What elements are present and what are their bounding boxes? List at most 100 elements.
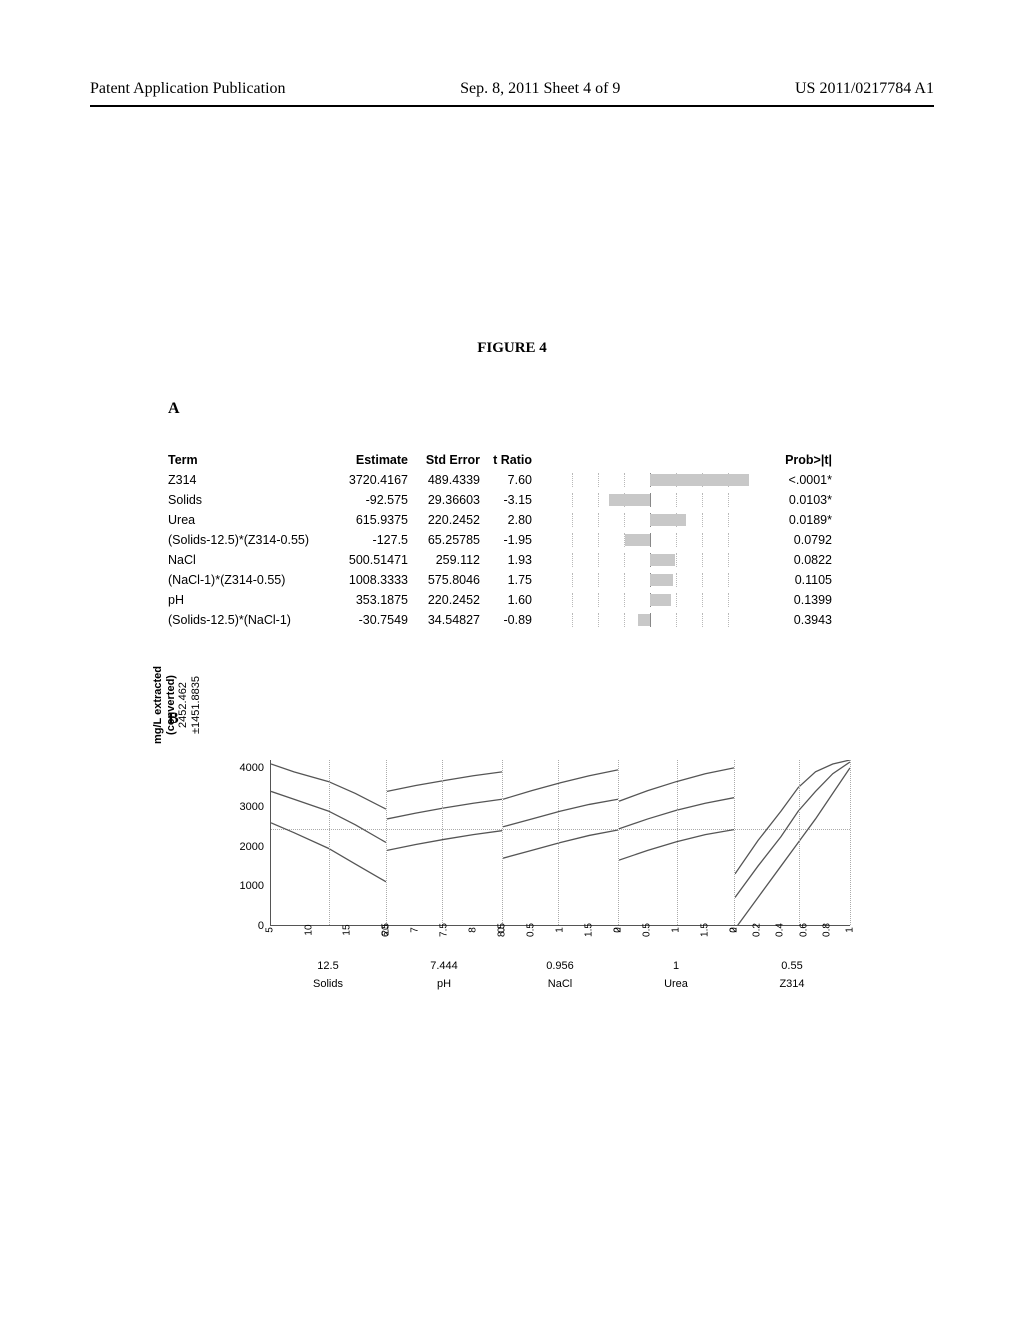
table-row: Urea615.9375220.24522.80 0.0189*: [168, 510, 878, 530]
cell-prob: 0.0103*: [760, 493, 832, 507]
x-tick-label: 7: [410, 927, 421, 933]
y-tick-label: 2000: [240, 841, 264, 853]
table-row: Z3143720.4167489.43397.60<.0001*: [168, 470, 878, 490]
cell-term: NaCl: [168, 553, 338, 567]
cell-bar: [540, 553, 760, 567]
panel-center-line: [442, 760, 443, 925]
col-header-prob: Prob>|t|: [760, 453, 832, 467]
parameter-estimates-table: Term Estimate Std Error t Ratio Prob>|t|…: [168, 450, 878, 630]
x-tick-label: 1: [845, 927, 856, 933]
cell-bar: [540, 593, 760, 607]
x-tick-label: 0.6: [798, 923, 809, 937]
x-tick-label: 15: [342, 924, 353, 935]
panel-center-value: 7.444: [430, 960, 458, 972]
header-left: Patent Application Publication: [90, 80, 286, 98]
panel-center-value: 12.5: [317, 960, 338, 972]
cell-bar: [540, 533, 760, 547]
x-tick-label: 5: [265, 927, 276, 933]
x-tick-label: 1: [555, 927, 566, 933]
header-right: US 2011/0217784 A1: [795, 80, 934, 98]
cell-prob: 0.3943: [760, 613, 832, 627]
cell-prob: 0.1399: [760, 593, 832, 607]
cell-tratio: -3.15: [488, 493, 540, 507]
col-header-tratio: t Ratio: [488, 453, 540, 467]
panel-center-line: [799, 760, 800, 925]
cell-estimate: -30.7549: [338, 613, 416, 627]
y-axis: 01000200030004000: [230, 760, 270, 926]
x-tick-label: 1.5: [700, 923, 711, 937]
x-factor-labels: SolidspHNaClUreaZ314: [270, 978, 850, 996]
plot-area: [270, 760, 850, 926]
panel-factor-name: pH: [437, 978, 451, 990]
profiler-panel: [387, 760, 503, 925]
cell-term: Z314: [168, 473, 338, 487]
panel-factor-name: Urea: [664, 978, 688, 990]
cell-prob: <.0001*: [760, 473, 832, 487]
profiler-panel: [271, 760, 387, 925]
cell-stderror: 220.2452: [416, 593, 488, 607]
cell-stderror: 220.2452: [416, 513, 488, 527]
cell-bar: [540, 573, 760, 587]
page-header: Patent Application Publication Sep. 8, 2…: [0, 80, 1024, 98]
col-header-term: Term: [168, 453, 338, 467]
x-tick-label: 0.4: [775, 923, 786, 937]
cell-tratio: -1.95: [488, 533, 540, 547]
cell-term: (NaCl-1)*(Z314-0.55): [168, 573, 338, 587]
x-tick-label: 0.2: [752, 923, 763, 937]
cell-term: pH: [168, 593, 338, 607]
table-row: pH353.1875220.24521.600.1399: [168, 590, 878, 610]
profiler-panel: [619, 760, 735, 925]
x-center-values: 12.57.4440.95610.55: [270, 960, 850, 978]
cell-tratio: 7.60: [488, 473, 540, 487]
section-label-a: A: [168, 400, 180, 418]
col-header-stderror: Std Error: [416, 453, 488, 467]
panel-center-line: [558, 760, 559, 925]
x-tick-group: 00.511.52: [502, 928, 618, 958]
cell-prob: 0.0792: [760, 533, 832, 547]
panel-center-value: 0.55: [781, 960, 802, 972]
table-row: Solids-92.57529.36603-3.15 0.0103*: [168, 490, 878, 510]
x-tick-group: 00.511.52: [618, 928, 734, 958]
table-row: (Solids-12.5)*(NaCl-1)-30.754934.54827-0…: [168, 610, 878, 630]
cell-prob: 0.0189*: [760, 513, 832, 527]
cell-term: Urea: [168, 513, 338, 527]
x-tick-label: 1.5: [584, 923, 595, 937]
cell-estimate: 500.51471: [338, 553, 416, 567]
cell-stderror: 34.54827: [416, 613, 488, 627]
cell-stderror: 29.36603: [416, 493, 488, 507]
cell-bar: [540, 473, 760, 487]
cell-bar: [540, 493, 760, 507]
y-axis-label-line3: 2452.462: [177, 682, 189, 728]
x-tick-label: 7.5: [439, 923, 450, 937]
cell-tratio: 1.93: [488, 553, 540, 567]
y-tick-label: 3000: [240, 801, 264, 813]
panel-factor-name: Z314: [779, 978, 804, 990]
cell-tratio: 2.80: [488, 513, 540, 527]
cell-estimate: -92.575: [338, 493, 416, 507]
x-tick-label: 0: [729, 927, 740, 933]
cell-stderror: 259.112: [416, 553, 488, 567]
cell-term: Solids: [168, 493, 338, 507]
x-tick-label: 1: [671, 927, 682, 933]
x-tick-group: 5101520: [270, 928, 386, 958]
y-axis-label-line2: (converted): [165, 675, 177, 735]
col-header-estimate: Estimate: [338, 453, 416, 467]
cell-stderror: 65.25785: [416, 533, 488, 547]
x-tick-group: 6.577.588.5: [386, 928, 502, 958]
cell-tratio: 1.75: [488, 573, 540, 587]
x-tick-label: 10: [303, 924, 314, 935]
profiler-panel: [503, 760, 619, 925]
panel-center-line: [677, 760, 678, 925]
panel-factor-name: NaCl: [548, 978, 572, 990]
cell-bar: [540, 613, 760, 627]
header-rule: [90, 105, 934, 107]
cell-tratio: -0.89: [488, 613, 540, 627]
cell-estimate: 3720.4167: [338, 473, 416, 487]
cell-estimate: 615.9375: [338, 513, 416, 527]
y-axis-label-line1: mg/L extracted: [152, 666, 164, 744]
panel-center-value: 1: [673, 960, 679, 972]
x-tick-label: 0.5: [642, 923, 653, 937]
x-tick-label: 0: [613, 927, 624, 933]
cell-stderror: 575.8046: [416, 573, 488, 587]
cell-term: (Solids-12.5)*(Z314-0.55): [168, 533, 338, 547]
